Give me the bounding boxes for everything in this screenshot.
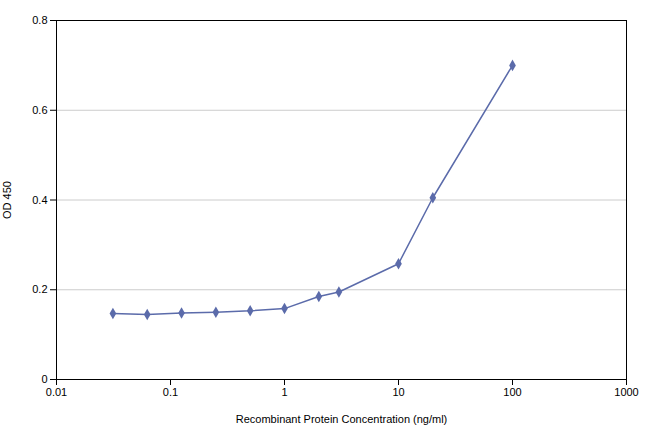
svg-text:1: 1: [281, 386, 287, 398]
svg-text:0.2: 0.2: [32, 283, 47, 295]
svg-text:100: 100: [503, 386, 521, 398]
svg-text:0: 0: [41, 373, 47, 385]
svg-text:10: 10: [392, 386, 404, 398]
svg-text:0.4: 0.4: [32, 194, 47, 206]
svg-text:OD 450: OD 450: [1, 181, 13, 219]
svg-text:0.01: 0.01: [46, 386, 67, 398]
svg-text:0.1: 0.1: [163, 386, 178, 398]
svg-text:1000: 1000: [614, 386, 638, 398]
svg-text:0.8: 0.8: [32, 14, 47, 26]
svg-text:0.6: 0.6: [32, 104, 47, 116]
svg-text:Recombinant Protein Concentrat: Recombinant Protein Concentration (ng/ml…: [236, 413, 448, 425]
